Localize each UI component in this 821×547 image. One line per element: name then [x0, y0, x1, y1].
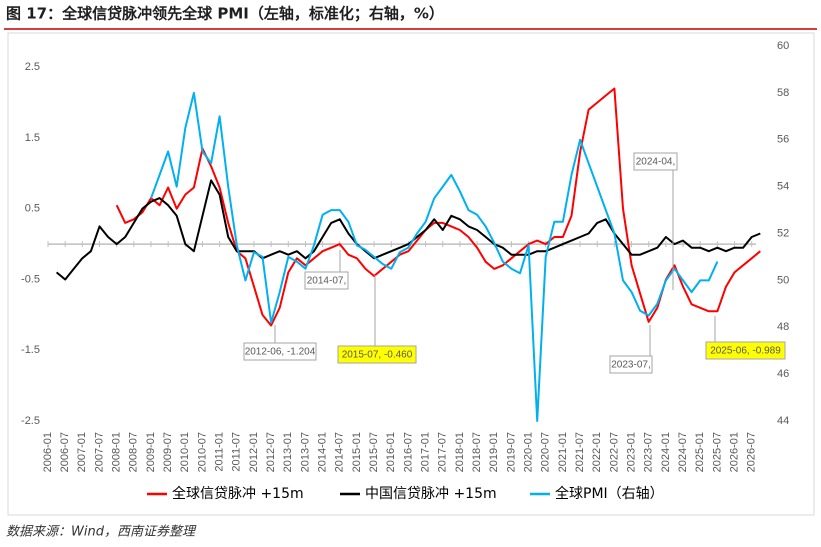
- x-tick-label: 2014-07: [334, 432, 346, 472]
- y-tick-label: 2.5: [25, 61, 40, 73]
- x-tick-label: 2012-01: [248, 432, 260, 472]
- x-tick-label: 2016-01: [385, 432, 397, 472]
- x-tick-label: 2014-01: [317, 432, 329, 472]
- annotation-text: 2014-07,: [307, 276, 346, 287]
- annotation-box: [609, 355, 653, 374]
- annotation-box: [705, 341, 786, 360]
- y2-tick-label: 60: [777, 40, 789, 52]
- x-tick-label: 2019-01: [488, 432, 500, 472]
- annotation-text: 2024-04,: [636, 157, 675, 168]
- x-tick-label: 2012-07: [265, 432, 277, 472]
- annotation-text: 2015-07, -0.460: [342, 350, 413, 361]
- y-tick-label: -2.5: [21, 415, 40, 427]
- y-tick-label: 1.5: [25, 132, 40, 144]
- x-tick-label: 2011-01: [214, 432, 226, 472]
- legend-label: 全球信贷脉冲 +15m: [172, 485, 304, 502]
- y2-tick-label: 48: [777, 321, 789, 333]
- x-tick-label: 2016-07: [402, 432, 414, 472]
- x-tick-label: 2007-07: [93, 432, 105, 472]
- y2-tick-label: 54: [777, 181, 789, 193]
- y2-tick-label: 56: [777, 134, 789, 146]
- x-tick-label: 2025-07: [711, 432, 723, 472]
- x-tick-label: 2023-01: [625, 432, 637, 472]
- x-tick-label: 2011-07: [231, 432, 243, 472]
- y2-tick-label: 52: [777, 227, 789, 239]
- x-tick-label: 2008-07: [128, 432, 140, 472]
- source-note: 数据来源：Wind，西南证券整理: [6, 525, 197, 540]
- annotation-text: 2025-06, -0.989: [710, 346, 781, 357]
- x-tick-label: 2018-07: [471, 432, 483, 472]
- x-tick-label: 2015-07: [368, 432, 380, 472]
- x-tick-label: 2026-01: [728, 432, 740, 472]
- x-tick-label: 2010-07: [196, 432, 208, 472]
- y2-tick-label: 50: [777, 274, 789, 286]
- x-tick-label: 2023-07: [643, 432, 655, 472]
- x-tick-label: 2026-07: [746, 432, 758, 472]
- x-tick-label: 2024-07: [677, 432, 689, 472]
- x-tick-label: 2013-01: [282, 432, 294, 472]
- annotation-text: 2012-06, -1.204: [245, 347, 316, 358]
- chart-frame: [7, 32, 815, 516]
- x-tick-label: 2013-07: [299, 432, 311, 472]
- x-tick-label: 2018-01: [454, 432, 466, 472]
- x-tick-label: 2019-07: [505, 432, 517, 472]
- y-tick-label: -1.5: [21, 344, 40, 356]
- x-tick-label: 2024-01: [660, 432, 672, 472]
- x-tick-label: 2020-01: [522, 432, 534, 472]
- x-tick-label: 2015-01: [351, 432, 363, 472]
- x-tick-label: 2021-01: [557, 432, 569, 472]
- y-tick-label: -0.5: [21, 273, 40, 285]
- x-tick-label: 2010-01: [179, 432, 191, 472]
- legend-label: 全球PMI（右轴）: [555, 485, 664, 502]
- x-tick-label: 2022-07: [608, 432, 620, 472]
- chart-title: 图 17：全球信贷脉冲领先全球 PMI（左轴，标准化；右轴，%）: [6, 5, 444, 23]
- legend-label: 中国信贷脉冲 +15m: [365, 486, 497, 502]
- x-tick-label: 2006-07: [59, 432, 71, 472]
- y2-tick-label: 58: [777, 87, 789, 99]
- x-tick-label: 2009-01: [145, 432, 157, 472]
- x-tick-label: 2007-01: [76, 432, 88, 472]
- annotation-box: [337, 345, 417, 364]
- annotation-box: [304, 271, 349, 290]
- x-tick-label: 2025-01: [694, 432, 706, 472]
- annotation-box: [243, 342, 317, 361]
- x-tick-label: 2009-07: [162, 432, 174, 472]
- x-tick-label: 2020-07: [540, 432, 552, 472]
- x-tick-label: 2006-01: [42, 432, 54, 472]
- series-line: [55, 179, 761, 281]
- y2-tick-label: 46: [777, 368, 789, 380]
- x-tick-label: 2017-07: [437, 432, 449, 472]
- x-tick-label: 2022-01: [591, 432, 603, 472]
- x-tick-label: 2021-07: [574, 432, 586, 472]
- x-tick-label: 2008-01: [111, 432, 123, 472]
- annotation-text: 2023-07,: [611, 360, 650, 371]
- series-line: [150, 91, 719, 422]
- x-tick-label: 2017-01: [419, 432, 431, 472]
- series-line: [115, 87, 761, 327]
- y-tick-label: 0.5: [25, 203, 40, 215]
- y2-tick-label: 44: [777, 415, 789, 427]
- annotation-box: [633, 152, 678, 171]
